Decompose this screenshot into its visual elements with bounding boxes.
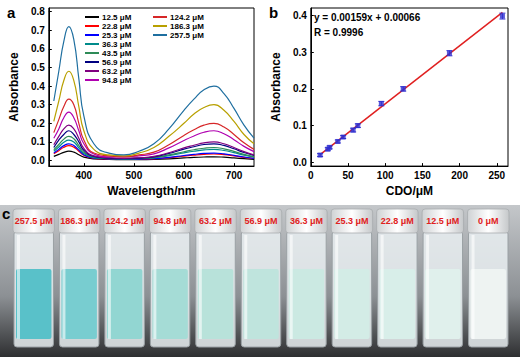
- svg-text:12.5 μM: 12.5 μM: [102, 13, 132, 22]
- svg-text:0.3: 0.3: [31, 99, 45, 110]
- svg-text:0.2: 0.2: [31, 118, 45, 129]
- svg-text:43.5 μM: 43.5 μM: [102, 49, 132, 58]
- svg-text:25.3 μM: 25.3 μM: [335, 216, 368, 226]
- svg-text:400: 400: [75, 170, 92, 181]
- svg-text:0.3: 0.3: [293, 47, 307, 58]
- svg-text:25.3 μM: 25.3 μM: [102, 31, 132, 40]
- svg-text:b: b: [269, 4, 278, 21]
- svg-text:0: 0: [308, 170, 314, 181]
- svg-text:Wavelength/nm: Wavelength/nm: [107, 184, 195, 198]
- svg-text:63.2 μM: 63.2 μM: [102, 67, 132, 76]
- svg-text:22.8 μM: 22.8 μM: [102, 22, 132, 31]
- svg-text:257.5 μM: 257.5 μM: [170, 31, 204, 40]
- svg-text:94.8 μM: 94.8 μM: [154, 216, 187, 226]
- svg-text:Absorbance: Absorbance: [7, 52, 21, 122]
- svg-text:94.8 μM: 94.8 μM: [102, 76, 132, 85]
- svg-text:36.3 μM: 36.3 μM: [290, 216, 323, 226]
- svg-text:124.2 μM: 124.2 μM: [170, 13, 204, 22]
- svg-text:63.2 μM: 63.2 μM: [199, 216, 232, 226]
- svg-text:0.4: 0.4: [31, 81, 45, 92]
- svg-text:700: 700: [226, 170, 243, 181]
- svg-text:Absorbance: Absorbance: [269, 52, 283, 122]
- svg-text:0.6: 0.6: [31, 43, 45, 54]
- svg-text:600: 600: [176, 170, 193, 181]
- svg-text:y = 0.00159x + 0.00066: y = 0.00159x + 0.00066: [314, 12, 421, 23]
- svg-text:257.5 μM: 257.5 μM: [15, 216, 53, 226]
- svg-text:186.3 μM: 186.3 μM: [170, 22, 204, 31]
- svg-text:186.3 μM: 186.3 μM: [60, 216, 98, 226]
- svg-text:0.1: 0.1: [31, 136, 45, 147]
- svg-text:0.4: 0.4: [293, 10, 307, 21]
- svg-text:0.2: 0.2: [293, 83, 307, 94]
- svg-text:0 μM: 0 μM: [478, 216, 499, 226]
- svg-text:0.0: 0.0: [31, 155, 45, 166]
- svg-text:500: 500: [126, 170, 143, 181]
- svg-text:12.5 μM: 12.5 μM: [426, 216, 459, 226]
- svg-text:36.3 μM: 36.3 μM: [102, 40, 132, 49]
- svg-text:a: a: [7, 4, 16, 21]
- svg-text:124.2 μM: 124.2 μM: [106, 216, 144, 226]
- svg-text:R = 0.9996: R = 0.9996: [314, 27, 364, 38]
- svg-text:56.9 μM: 56.9 μM: [102, 58, 132, 67]
- svg-text:0.0: 0.0: [293, 157, 307, 168]
- svg-text:0.5: 0.5: [31, 62, 45, 73]
- svg-text:200: 200: [451, 170, 468, 181]
- svg-text:50: 50: [342, 170, 354, 181]
- svg-text:c: c: [2, 205, 10, 222]
- svg-text:22.8 μM: 22.8 μM: [381, 216, 414, 226]
- svg-text:0.7: 0.7: [31, 25, 45, 36]
- svg-text:56.9 μM: 56.9 μM: [244, 216, 277, 226]
- svg-text:0.8: 0.8: [31, 6, 45, 17]
- svg-text:250: 250: [488, 170, 505, 181]
- svg-text:100: 100: [377, 170, 394, 181]
- svg-text:CDO/μM: CDO/μM: [386, 184, 433, 198]
- svg-text:150: 150: [414, 170, 431, 181]
- svg-text:0.1: 0.1: [293, 120, 307, 131]
